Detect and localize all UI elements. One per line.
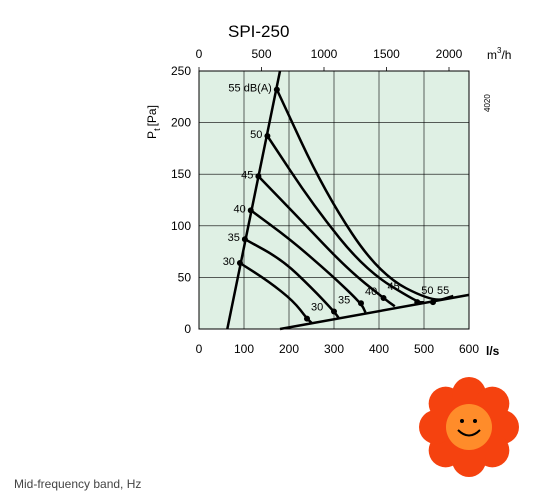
y-tick-label: 100 xyxy=(171,219,191,233)
curve-55 xyxy=(275,89,454,301)
point-end-35 xyxy=(331,308,337,315)
top-tick-label: 1000 xyxy=(311,47,338,61)
noise-label-right: 40 xyxy=(365,286,377,298)
y-tick-label: 50 xyxy=(178,270,192,284)
point-end-40 xyxy=(358,300,364,307)
noise-label-left: 35 xyxy=(228,232,240,244)
point-end-55 xyxy=(430,299,436,306)
y-axis-label: Pt [Pa] xyxy=(145,105,162,139)
point-start-30 xyxy=(236,259,243,266)
x-tick-label: 600 xyxy=(459,342,479,356)
noise-label-right: 50 xyxy=(421,285,433,297)
x-tick-label: 100 xyxy=(234,342,254,356)
top-tick-label: 2000 xyxy=(436,47,463,61)
x-top-unit: m3/h xyxy=(487,46,511,62)
labels: 0 100 200 300 400 500 600 0 50 100 150 200 250 0 500 10… xyxy=(171,47,479,356)
max-flow-line xyxy=(226,70,282,330)
flower-eye-left xyxy=(460,419,464,423)
point-end-45 xyxy=(380,295,387,302)
top-tick-label: 1500 xyxy=(373,47,400,61)
point-start-45 xyxy=(255,173,262,180)
x-tick-label: 500 xyxy=(414,342,434,356)
x-tick-label: 0 xyxy=(196,342,203,356)
x-top-unit-base: m xyxy=(487,48,497,62)
point-start-35 xyxy=(241,236,248,243)
noise-label-right: 30 xyxy=(311,302,323,314)
y-tick-label: 200 xyxy=(171,116,191,130)
x-tick-label: 300 xyxy=(324,342,344,356)
x-top-unit-rest: /h xyxy=(501,48,511,62)
noise-label-right: 45 xyxy=(388,281,400,293)
noise-label-left: 50 xyxy=(250,129,262,141)
flower-petals xyxy=(419,377,519,477)
x-tick-label: 400 xyxy=(369,342,389,356)
point-end-30 xyxy=(304,315,310,322)
chart-code: 4020 xyxy=(483,94,492,112)
y-tick-label: 150 xyxy=(171,167,191,181)
y-axis-label-unit: [Pa] xyxy=(145,105,159,126)
noise-label-left: 30 xyxy=(223,256,235,268)
y-axis-label-sub: t xyxy=(152,128,162,131)
point-end-50 xyxy=(414,299,421,306)
noise-label-left: 45 xyxy=(241,169,253,181)
noise-label-right: 55 xyxy=(437,285,449,297)
y-tick-label: 250 xyxy=(171,64,191,78)
flower-smile xyxy=(457,429,481,437)
noise-label-left: 55 dB(A) xyxy=(228,83,271,95)
top-tick-label: 500 xyxy=(251,47,271,61)
chart-title: SPI-250 xyxy=(228,22,289,41)
top-tick-label: 0 xyxy=(196,47,203,61)
noise-label-left: 40 xyxy=(234,203,246,215)
x-tick-label: 200 xyxy=(279,342,299,356)
footer-note: Mid-frequency band, Hz xyxy=(14,477,142,491)
x-top-unit-sup: 3 xyxy=(497,46,502,55)
x-bottom-unit: l/s xyxy=(486,344,500,358)
curves xyxy=(226,70,470,331)
chart-svg: SPI-250 4020 0 100 200 300 400 500 60005010015… xyxy=(145,22,511,358)
point-start-55 xyxy=(273,86,280,93)
y-tick-label: 0 xyxy=(184,322,191,336)
smiley-flower-icon xyxy=(419,377,519,477)
axes xyxy=(198,67,470,330)
point-start-40 xyxy=(247,207,254,214)
y-axis-label-main: P xyxy=(145,131,159,139)
curve-50 xyxy=(266,135,424,304)
noise-label-right: 35 xyxy=(338,294,350,306)
plot-frame xyxy=(198,70,470,330)
flower-eye-right xyxy=(473,419,477,423)
point-start-50 xyxy=(264,133,271,140)
flower-center xyxy=(446,404,492,450)
